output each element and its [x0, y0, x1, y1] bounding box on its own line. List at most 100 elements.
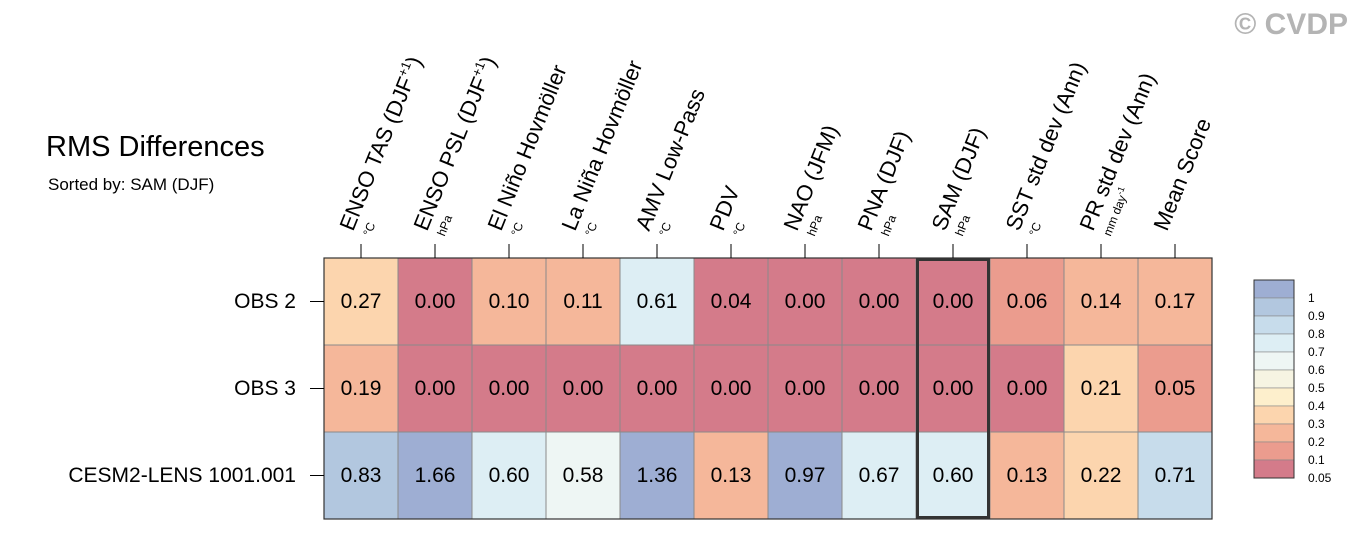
cell-value: 0.58: [563, 464, 604, 487]
heatmap-cell: [989, 257, 1065, 346]
column-label: SAM (DJF)hPa: [926, 124, 990, 238]
heatmap-cell: [915, 344, 991, 433]
colorbar-swatch: [1253, 297, 1295, 317]
colorbar-label: 1: [1308, 291, 1315, 305]
cell-value: 0.60: [489, 464, 530, 487]
cell-value: 0.97: [785, 464, 826, 487]
heatmap-cell: [545, 431, 621, 520]
column-label-text: SST std dev (Ann): [1000, 58, 1090, 234]
cell-value: 0.10: [489, 290, 530, 313]
heatmap-cell: [619, 344, 695, 433]
cell-value: 0.61: [637, 290, 678, 313]
cell-value: 0.00: [785, 290, 826, 313]
column-label-text: ENSO TAS (DJF+1): [334, 52, 427, 233]
column-label: Mean Score: [1148, 115, 1216, 234]
colorbar-swatch: [1253, 315, 1295, 335]
heatmap-cell: [545, 344, 621, 433]
cell-value: 0.00: [637, 377, 678, 400]
column-label-text: El Niño Hovmöller: [482, 61, 571, 234]
heatmap-cell: [841, 344, 917, 433]
unit-text: °C: [656, 220, 674, 238]
colorbar-frame: [1253, 279, 1295, 479]
heatmap-cell: [619, 431, 695, 520]
column-label-text: AMV Low-Pass: [630, 85, 710, 234]
cell-value: 0.00: [859, 290, 900, 313]
cell-value: 0.04: [711, 290, 752, 313]
colorbar-label: 0.5: [1308, 381, 1325, 395]
colorbar-swatch: [1253, 333, 1295, 353]
colorbar-swatch: [1253, 405, 1295, 425]
chart-subtitle: Sorted by: SAM (DJF): [48, 175, 214, 194]
unit-text: °C: [508, 220, 526, 238]
colorbar-swatch: [1253, 423, 1295, 443]
colorbar-swatch: [1253, 279, 1295, 299]
column-name: SST std dev (Ann): [1000, 58, 1090, 234]
colorbar-label: 0.4: [1308, 399, 1325, 413]
column-unit: °C: [360, 220, 378, 238]
cell-value: 0.06: [1007, 290, 1048, 313]
cell-value: 0.00: [859, 377, 900, 400]
cell-value: 0.27: [341, 290, 382, 313]
column-unit: °C: [582, 220, 600, 238]
cell-value: 0.00: [1007, 377, 1048, 400]
unit-text: °C: [360, 220, 378, 238]
cell-value: 0.13: [711, 464, 752, 487]
unit-text: °C: [730, 220, 748, 238]
row-labels: OBS 2 OBS 3 CESM2-LENS 1001.001: [68, 290, 324, 487]
cell-value: 0.60: [933, 464, 974, 487]
heatmap-cell: [693, 344, 769, 433]
heatmap-cell: [841, 257, 917, 346]
column-labels: ENSO TAS (DJF+1)°C ENSO PSL (DJF+1)hPa El …: [334, 52, 1216, 258]
watermark: © CVDP: [1234, 8, 1348, 41]
cell-value: 0.21: [1081, 377, 1122, 400]
row-label: OBS 3: [234, 377, 296, 400]
cell-value: 0.17: [1155, 290, 1196, 313]
cell-value: 0.67: [859, 464, 900, 487]
heatmap-grid: 0.27 0.00 0.10 0.11 0.61 0.04 0.00 0.00 0.00 0.06…: [323, 257, 1213, 520]
heatmap-cell: [619, 257, 695, 346]
unit-text: °C: [582, 220, 600, 238]
cell-value: 0.00: [415, 377, 456, 400]
cell-value: 0.00: [711, 377, 752, 400]
column-unit: °C: [656, 220, 674, 238]
column-name: El Niño Hovmöller: [482, 61, 571, 234]
column-name: ENSO PSL (DJF: [408, 73, 492, 233]
cell-value: 0.00: [415, 290, 456, 313]
column-label-text: Mean Score: [1148, 115, 1216, 234]
cell-value: 0.11: [563, 290, 602, 313]
colorbar-label: 0.8: [1308, 327, 1325, 341]
colorbar: 1 0.9 0.8 0.7 0.6 0.5 0.4 0.3 0.2 0.1 0.05: [1253, 279, 1332, 485]
heatmap-cell: [767, 431, 843, 520]
column-unit: °C: [730, 220, 748, 238]
colorbar-label: 0.7: [1308, 345, 1325, 359]
heatmap-cell: [767, 344, 843, 433]
column-label: PNA (DJF)hPa: [852, 127, 915, 238]
colorbar-label: 0.3: [1308, 417, 1325, 431]
column-name: Mean Score: [1148, 115, 1216, 234]
cell-value: 1.36: [637, 464, 678, 487]
cell-value: 0.00: [489, 377, 530, 400]
cell-value: 0.13: [1007, 464, 1048, 487]
colorbar-swatch: [1253, 441, 1295, 461]
column-superscript: +1: [395, 59, 414, 78]
column-name: ENSO TAS (DJF: [334, 73, 418, 233]
column-name: La Niña Hovmöller: [556, 57, 647, 234]
cell-value: 0.00: [933, 290, 974, 313]
colorbar-label: 0.2: [1308, 435, 1325, 449]
heatmap-cell: [323, 257, 399, 346]
heatmap-cell: [1063, 431, 1139, 520]
colorbar-swatch: [1253, 351, 1295, 371]
unit-superscript: -1: [1114, 185, 1126, 196]
unit-text: °C: [1026, 220, 1044, 238]
heatmap-cell: [1137, 257, 1213, 346]
colorbar-swatch: [1253, 459, 1295, 479]
heatmap-cell: [1137, 431, 1213, 520]
cell-value: 0.71: [1155, 464, 1196, 487]
column-label-text: ENSO PSL (DJF+1): [408, 52, 501, 233]
cell-value: 1.66: [415, 464, 456, 487]
column-unit: °C: [508, 220, 526, 238]
heatmap-cell: [545, 257, 621, 346]
column-unit: °C: [1026, 220, 1044, 238]
colorbar-label: 0.6: [1308, 363, 1325, 377]
